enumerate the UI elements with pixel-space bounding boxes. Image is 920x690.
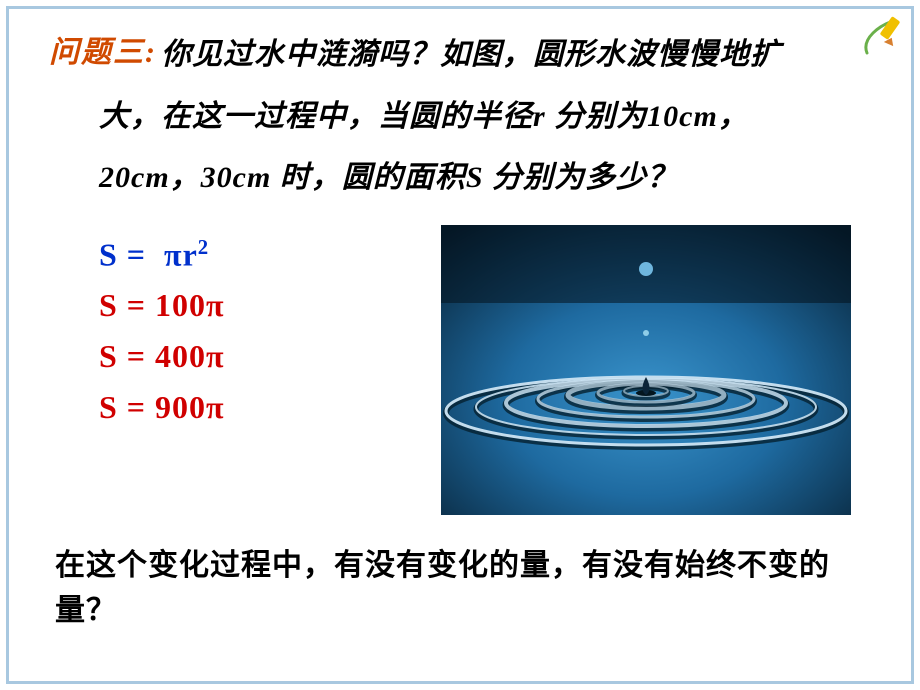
problem-line2b: 分别为10cm， xyxy=(546,100,749,133)
followup-question: 在这个变化过程中，有没有变化的量，有没有始终不变的量？ xyxy=(55,543,865,633)
formula: S = πr2 xyxy=(99,236,225,274)
problem-line2a: 大，在这一过程中，当圆的半径 xyxy=(99,100,533,133)
problem-line3b: 分别为多少？ xyxy=(484,161,679,194)
question-title: 问题三: xyxy=(49,27,157,71)
var-s: S xyxy=(466,161,484,194)
answer-2: S = 400π xyxy=(99,338,225,375)
problem-line1: 你见过水中涟漪吗？如图，圆形水波慢慢地扩 xyxy=(161,27,781,83)
var-r: r xyxy=(533,100,546,133)
ripple-image xyxy=(441,225,851,515)
answer-1: S = 100π xyxy=(99,287,225,324)
answer-3: S = 900π xyxy=(99,389,225,426)
problem-line3a: 20cm，30cm 时，圆的面积 xyxy=(99,161,466,194)
pencil-icon xyxy=(861,13,907,59)
equation-block: S = πr2 S = 100π S = 400π S = 900π xyxy=(49,228,225,441)
